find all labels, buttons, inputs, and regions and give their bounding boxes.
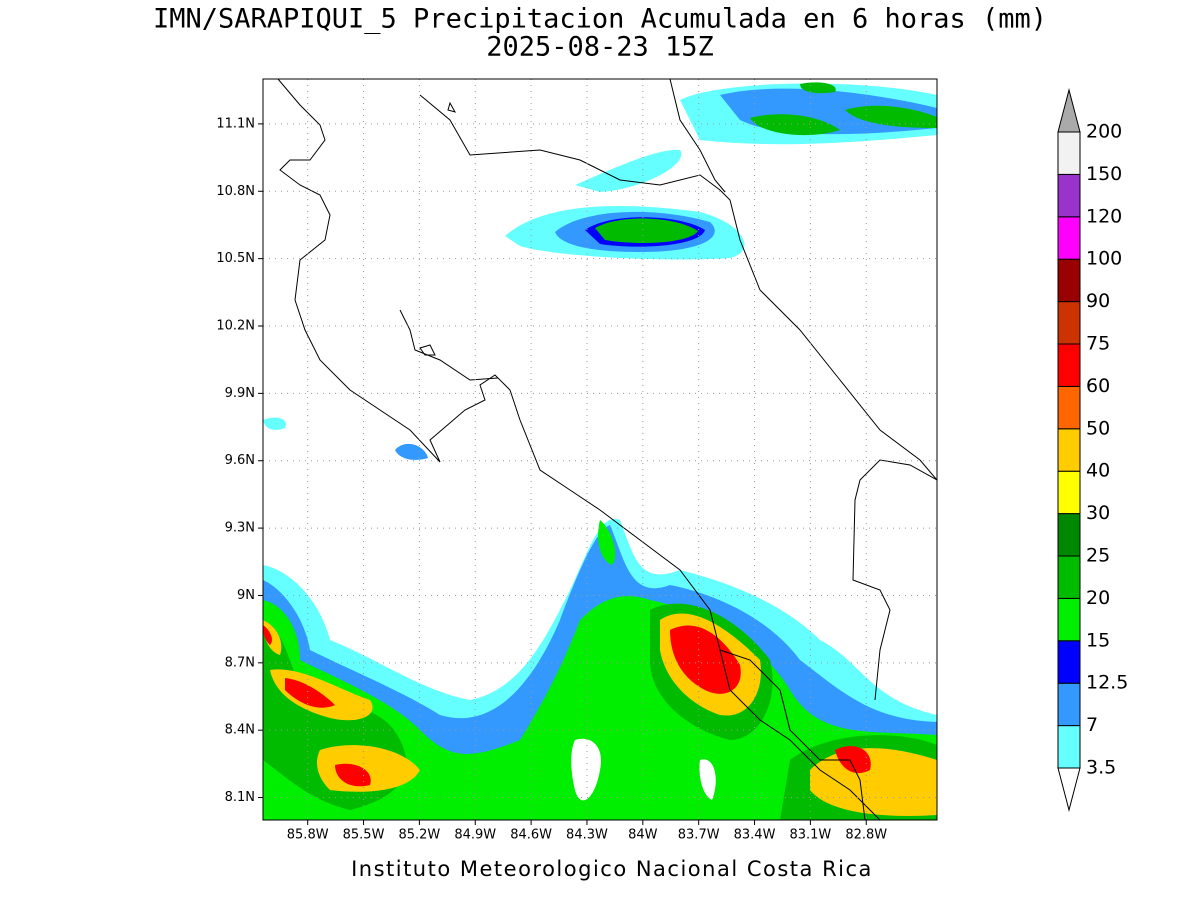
nicaragua-border-caribbean (419, 94, 937, 481)
colorbar-box (1057, 301, 1081, 345)
lon-tick-label: 83.7W (678, 828, 720, 843)
colorbar-label: 100 (1086, 248, 1122, 270)
rain-area (575, 149, 682, 192)
lon-tick-label: 83.1W (789, 828, 831, 843)
lat-tick-label: 9.9N (225, 386, 255, 401)
dry-area (571, 738, 716, 801)
rain-area (750, 82, 937, 136)
colorbar-label: 3.5 (1086, 757, 1116, 779)
colorbar-label: 150 (1086, 163, 1122, 185)
colorbar-label: 200 (1086, 121, 1122, 143)
lat-tick-label: 9.6N (225, 453, 255, 468)
island (419, 101, 457, 356)
subtitle: 2025-08-23 15Z (486, 32, 714, 63)
colorbar-box (1057, 216, 1081, 260)
lon-tick-label: 83.4W (734, 828, 776, 843)
lat-tick-label: 8.7N (225, 655, 255, 670)
colorbar-label: 40 (1086, 460, 1110, 482)
map-frame (262, 78, 938, 821)
colorbar-over (1057, 88, 1081, 133)
border (719, 649, 866, 820)
rain-area (263, 417, 286, 430)
colorbar: 3.5 7 12.5 15 20 25 30 40 50 60 75 90 100 120 150 200 (1057, 88, 1128, 812)
graticule (258, 79, 937, 825)
colorbar-box (1057, 513, 1081, 557)
colorbar-label: 75 (1086, 333, 1110, 355)
lat-tick-label: 10.8N (216, 184, 255, 199)
precipitation-field (263, 82, 937, 820)
colorbar-box (1057, 640, 1081, 684)
lat-tick-label: 10.5N (216, 251, 255, 266)
footer: Instituto Meteorologico Nacional Costa R… (351, 857, 873, 881)
lon-tick-label: 84.6W (510, 828, 552, 843)
lon-tick-label: 85.2W (398, 828, 440, 843)
title: IMN/SARAPIQUI_5 Precipitacion Acumulada … (153, 4, 1047, 35)
pacific-coast (277, 79, 881, 820)
rain-area (395, 443, 428, 460)
colorbar-box (1057, 428, 1081, 472)
colorbar-label: 12.5 (1086, 672, 1128, 694)
colorbar-box (1057, 555, 1081, 599)
colorbar-box (1057, 343, 1081, 387)
map-area (258, 78, 938, 825)
colorbar-label: 30 (1086, 502, 1110, 524)
colorbar-box (1057, 725, 1081, 769)
lon-tick-label: 84W (628, 828, 658, 843)
lat-tick-label: 9.3N (225, 521, 255, 536)
lat-tick-label: 10.2N (216, 319, 255, 334)
coastline (669, 79, 726, 193)
lat-tick-label: 8.1N (225, 790, 255, 805)
lon-tick-label: 84.3W (566, 828, 608, 843)
rain-area (598, 520, 616, 565)
nicoya-gulf (399, 309, 499, 381)
rain-area (263, 613, 937, 816)
colorbar-box (1057, 470, 1081, 515)
rain-area (263, 625, 871, 787)
colorbar-label: 20 (1086, 587, 1110, 609)
colorbar-label: 25 (1086, 545, 1110, 567)
lon-tick-label: 85.8W (287, 828, 329, 843)
coastlines (277, 79, 937, 820)
colorbar-label: 90 (1086, 290, 1110, 312)
panama-border (852, 459, 937, 701)
colorbar-box (1057, 597, 1081, 642)
colorbar-label: 15 (1086, 629, 1110, 651)
lat-tick-label: 9N (237, 588, 255, 603)
colorbar-under (1057, 767, 1081, 812)
colorbar-box (1057, 682, 1081, 727)
lon-tick-label: 85.5W (343, 828, 385, 843)
colorbar-box (1057, 385, 1081, 430)
rain-area (595, 218, 698, 243)
colorbar-label: 120 (1086, 205, 1122, 227)
lat-tick-label: 11.1N (216, 116, 255, 131)
lat-tick-label: 8.4N (225, 723, 255, 738)
rain-area (263, 596, 937, 820)
colorbar-label: 7 (1086, 714, 1098, 736)
lon-tick-label: 84.9W (454, 828, 496, 843)
colorbar-box (1057, 173, 1081, 218)
lon-tick-label: 82.8W (845, 828, 887, 843)
colorbar-box (1057, 131, 1081, 175)
colorbar-box (1057, 258, 1081, 303)
colorbar-label: 50 (1086, 417, 1110, 439)
colorbar-label: 60 (1086, 375, 1110, 397)
